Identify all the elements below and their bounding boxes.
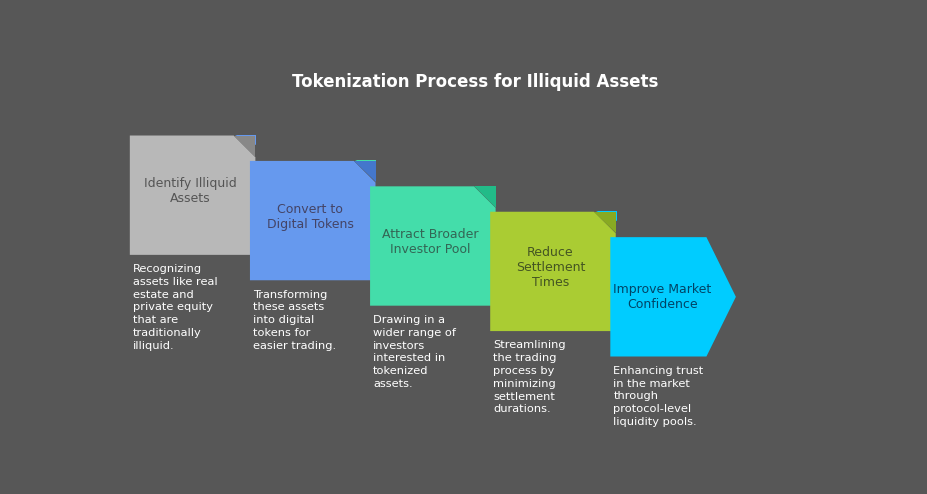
Polygon shape [476, 186, 496, 196]
Text: Enhancing trust
in the market
through
protocol-level
liquidity pools.: Enhancing trust in the market through pr… [614, 366, 704, 427]
Text: Convert to
Digital Tokens: Convert to Digital Tokens [267, 203, 354, 231]
Text: Transforming
these assets
into digital
tokens for
easier trading.: Transforming these assets into digital t… [253, 289, 337, 351]
Text: Streamlining
the trading
process by
minimizing
settlement
durations.: Streamlining the trading process by mini… [493, 340, 565, 414]
Polygon shape [355, 160, 376, 170]
Polygon shape [250, 161, 375, 280]
Polygon shape [235, 135, 256, 145]
Polygon shape [594, 212, 616, 233]
Text: Reduce
Settlement
Times: Reduce Settlement Times [515, 246, 585, 289]
Polygon shape [490, 212, 616, 331]
Text: Attract Broader
Investor Pool: Attract Broader Investor Pool [382, 228, 478, 256]
Polygon shape [595, 211, 616, 221]
Text: Tokenization Process for Illiquid Assets: Tokenization Process for Illiquid Assets [292, 73, 658, 90]
Polygon shape [370, 186, 496, 306]
Polygon shape [610, 237, 736, 357]
Text: Drawing in a
wider range of
investors
interested in
tokenized
assets.: Drawing in a wider range of investors in… [374, 315, 456, 389]
Polygon shape [354, 161, 375, 182]
Polygon shape [130, 135, 255, 255]
Polygon shape [234, 135, 255, 157]
Text: Identify Illiquid
Assets: Identify Illiquid Assets [144, 177, 236, 206]
Polygon shape [474, 186, 496, 208]
Text: Recognizing
assets like real
estate and
private equity
that are
traditionally
il: Recognizing assets like real estate and … [133, 264, 218, 351]
Text: Improve Market
Confidence: Improve Market Confidence [613, 283, 711, 311]
